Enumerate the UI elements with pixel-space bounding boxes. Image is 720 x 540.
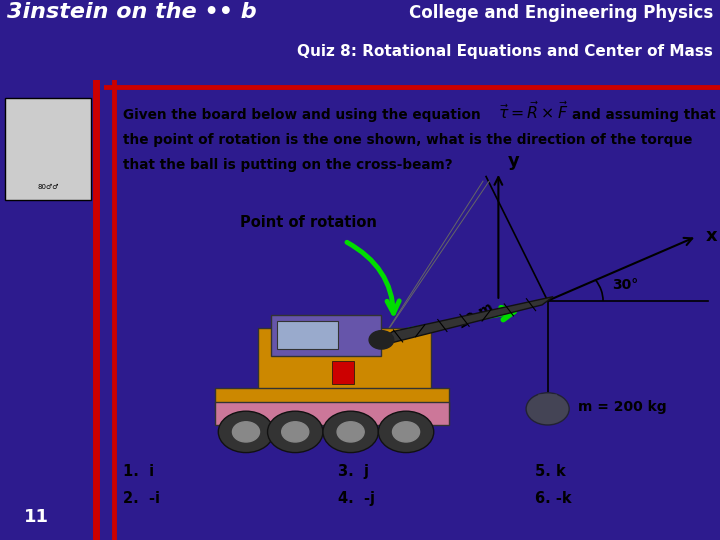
Text: 11: 11	[24, 508, 49, 526]
Bar	[276, 321, 338, 349]
Text: 80♂♂: 80♂♂	[37, 184, 59, 190]
Circle shape	[218, 411, 274, 453]
Bar	[215, 388, 449, 411]
Bar	[271, 315, 382, 356]
Bar	[332, 361, 354, 383]
Polygon shape	[370, 296, 553, 348]
Text: 3.  j: 3. j	[338, 463, 369, 478]
Text: 5. k: 5. k	[536, 463, 566, 478]
Text: that the ball is putting on the cross-beam?: that the ball is putting on the cross-be…	[123, 158, 452, 172]
Text: 1.  i: 1. i	[123, 463, 154, 478]
Bar	[258, 328, 431, 393]
Text: Quiz 8: Rotational Equations and Center of Mass: Quiz 8: Rotational Equations and Center …	[297, 44, 713, 59]
Circle shape	[392, 422, 420, 442]
Text: x: x	[706, 227, 718, 245]
Circle shape	[323, 411, 378, 453]
Text: Given the board below and using the equation: Given the board below and using the equa…	[123, 107, 481, 122]
Bar	[215, 402, 449, 425]
Circle shape	[282, 422, 309, 442]
Circle shape	[526, 393, 570, 425]
Text: 6. -k: 6. -k	[536, 491, 572, 506]
Text: y: y	[508, 152, 519, 170]
Text: $\vec{\tau}=\vec{R}\times\vec{F}$: $\vec{\tau}=\vec{R}\times\vec{F}$	[498, 100, 569, 122]
Circle shape	[369, 330, 394, 349]
Text: 2.  -i: 2. -i	[123, 491, 160, 506]
Text: 3instein on the •• b: 3instein on the •• b	[7, 2, 257, 22]
Text: m = 200 kg: m = 200 kg	[578, 400, 667, 414]
Text: College and Engineering Physics: College and Engineering Physics	[408, 4, 713, 22]
Text: 4.  -j: 4. -j	[338, 491, 375, 506]
Text: and assuming that: and assuming that	[572, 107, 716, 122]
Text: 10 m: 10 m	[455, 300, 496, 332]
Circle shape	[233, 422, 259, 442]
FancyBboxPatch shape	[5, 98, 91, 200]
Circle shape	[337, 422, 364, 442]
Text: Point of rotation: Point of rotation	[240, 215, 377, 230]
Circle shape	[378, 411, 433, 453]
Text: 30°: 30°	[612, 278, 639, 292]
Circle shape	[268, 411, 323, 453]
Text: the point of rotation is the one shown, what is the direction of the torque: the point of rotation is the one shown, …	[123, 133, 692, 147]
Polygon shape	[539, 395, 557, 404]
